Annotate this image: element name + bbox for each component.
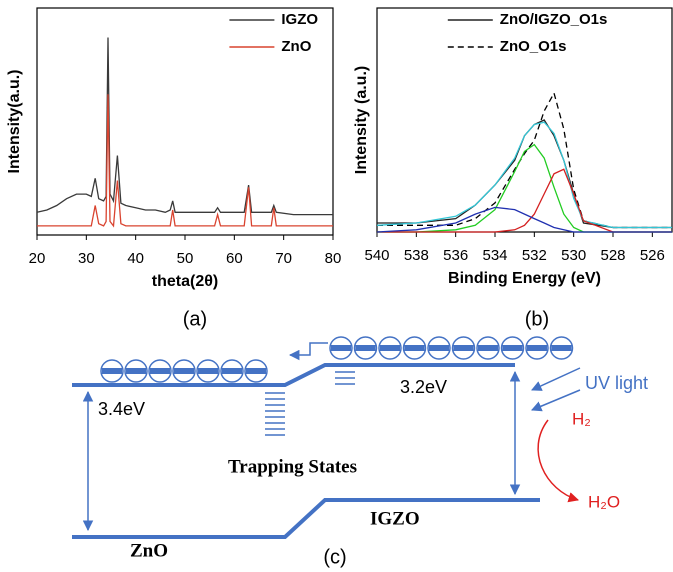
x-tick-label: 80 (325, 250, 342, 267)
series-line (376, 121, 672, 229)
trapping-label: Trapping States (228, 456, 357, 477)
series-line (376, 206, 672, 233)
electron-bar (404, 345, 425, 351)
igzo-label: IGZO (370, 508, 420, 529)
legend-label: ZnO_O1s (500, 38, 567, 55)
x-tick-label: 534 (482, 247, 507, 264)
electron-bar (198, 368, 218, 374)
electron-bar (150, 368, 170, 374)
x-tick-label: 532 (522, 247, 547, 264)
legend-label: ZnO/IGZO_O1s (500, 11, 608, 28)
electron-bar (331, 345, 351, 351)
x-tick-label: 526 (640, 247, 665, 264)
x-tick-label: 50 (177, 250, 194, 267)
x-tick-label: 60 (226, 250, 243, 267)
x-axis-label: Binding Energy (eV) (448, 270, 601, 287)
electron-bar (551, 345, 572, 351)
panel-caption: (b) (525, 308, 549, 330)
series-line (377, 168, 672, 233)
panel-caption: (a) (183, 308, 207, 330)
legend-label: IGZO (281, 11, 318, 28)
panel-caption: (c) (323, 546, 346, 568)
electron-bar (222, 368, 242, 374)
zno-gap: 3.4eV (98, 399, 145, 419)
band-diagram: 3.4eV 3.2eV UV light H₂ H₂O Trapping Sta… (72, 336, 648, 568)
electron-bar (102, 368, 122, 374)
electrons (100, 336, 574, 383)
x-axis-label: theta(2θ) (152, 273, 218, 290)
x-tick-label: 528 (600, 247, 625, 264)
x-tick-label: 540 (364, 247, 389, 264)
zno-label: ZnO (130, 540, 168, 561)
electron-bar (355, 345, 376, 351)
series-line (377, 91, 672, 229)
y-axis-label: Intensity (a.u.) (353, 66, 370, 174)
h2o-label: H₂O (588, 492, 620, 511)
plot-frame (376, 7, 673, 233)
igzo-gap: 3.2eV (400, 377, 447, 397)
electron-bar (478, 345, 498, 351)
x-tick-label: 530 (561, 247, 586, 264)
uv-label: UV light (585, 373, 648, 393)
reaction-arrow (537, 419, 580, 503)
electron-bar (126, 368, 146, 374)
electron-bar (174, 368, 194, 374)
y-axis-label: Intensity(a.u.) (6, 69, 23, 173)
electron-bar (380, 345, 400, 351)
series-line (377, 143, 672, 233)
legend-label: ZnO (281, 38, 311, 55)
arrows (82, 342, 581, 532)
series-line (37, 94, 333, 228)
series-line (377, 119, 672, 229)
x-tick-label: 70 (275, 250, 292, 267)
trap-levels (265, 371, 355, 436)
electron-bar (502, 345, 523, 351)
x-tick-label: 30 (78, 250, 95, 267)
series-line (36, 37, 333, 216)
x-tick-label: 538 (404, 247, 429, 264)
h2-label: H₂ (572, 409, 591, 428)
x-tick-label: 40 (127, 250, 144, 267)
x-tick-label: 20 (29, 250, 46, 267)
x-tick-label: 536 (443, 247, 468, 264)
electron-bar (453, 345, 474, 351)
band-lines (72, 363, 540, 539)
electron-bar (527, 345, 547, 351)
electron-bar (429, 345, 449, 351)
electron-bar (246, 368, 266, 374)
